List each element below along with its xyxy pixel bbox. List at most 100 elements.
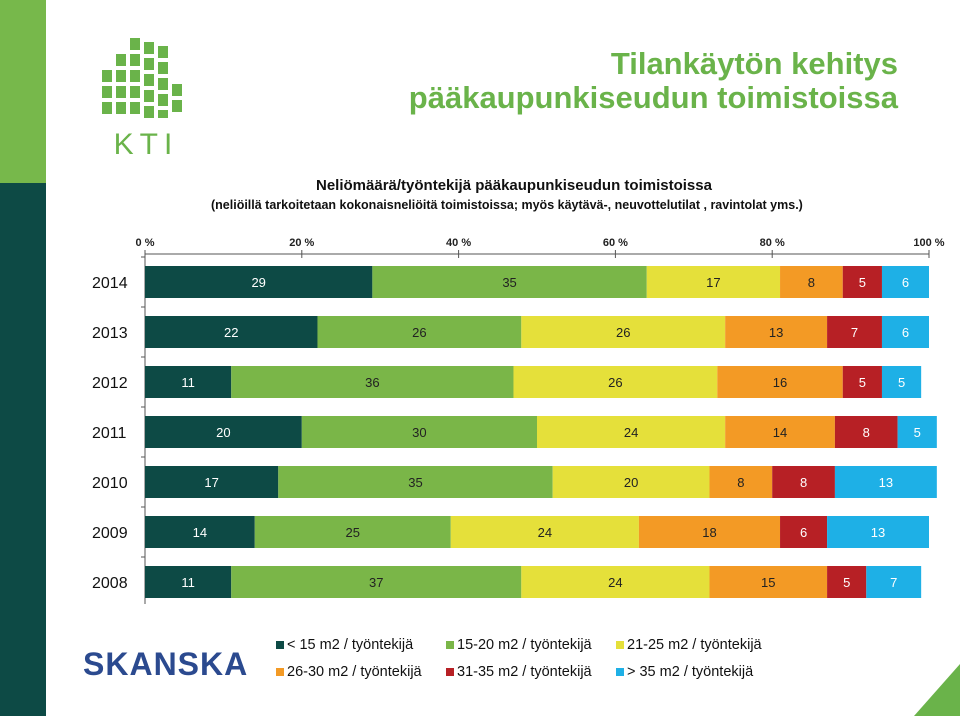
- x-tick-label: 80 %: [760, 237, 785, 249]
- data-label: 37: [369, 575, 383, 590]
- category-label: 2010: [92, 475, 128, 492]
- bar-segment: [145, 266, 373, 298]
- bar-segment: [145, 316, 318, 348]
- bar-segment: [317, 316, 522, 348]
- chart-subtitle: (neliöillä tarkoitetaan kokonaisneliöitä…: [211, 198, 803, 212]
- x-tick-label: 60 %: [603, 237, 628, 249]
- bar-segment: [231, 566, 522, 598]
- bar-segment: [145, 516, 255, 548]
- category-label: 2014: [92, 275, 128, 292]
- bar-segment: [521, 316, 726, 348]
- category-label: 2012: [92, 375, 128, 392]
- data-label: 13: [879, 475, 893, 490]
- data-label: 15: [761, 575, 775, 590]
- x-tick-label: 0 %: [136, 237, 155, 249]
- data-label: 24: [624, 425, 638, 440]
- data-label: 29: [251, 275, 265, 290]
- legend-label: < 15 m2 / työntekijä: [287, 637, 414, 653]
- bar-segment: [897, 416, 937, 448]
- data-label: 7: [851, 325, 858, 340]
- legend-label: 31-35 m2 / työntekijä: [457, 664, 593, 680]
- bar-segment: [827, 566, 867, 598]
- data-label: 5: [859, 375, 866, 390]
- bar-segment: [827, 516, 929, 548]
- legend-swatch: [616, 668, 624, 676]
- bar-segment: [145, 416, 302, 448]
- bar-segment: [145, 366, 232, 398]
- chart-title: Neliömäärä/työntekijä pääkaupunkiseudun …: [316, 177, 712, 194]
- x-tick-label: 100 %: [913, 237, 944, 249]
- bar-segment: [881, 316, 929, 348]
- category-label: 2013: [92, 325, 128, 342]
- data-label: 8: [737, 475, 744, 490]
- data-label: 11: [181, 375, 195, 390]
- legend-label: 26-30 m2 / työntekijä: [287, 664, 423, 680]
- bar-segment: [145, 566, 232, 598]
- bar-segment: [450, 516, 639, 548]
- x-tick-label: 20 %: [289, 237, 314, 249]
- legend-label: 21-25 m2 / työntekijä: [627, 637, 763, 653]
- bar-segment: [709, 566, 828, 598]
- bar-segment: [709, 466, 773, 498]
- kti-logo: KTI: [102, 38, 182, 159]
- legend-swatch: [276, 668, 284, 676]
- data-label: 14: [773, 425, 787, 440]
- bar-segment: [866, 566, 922, 598]
- category-label: 2011: [92, 425, 127, 442]
- left-stripe-dark: [0, 183, 46, 716]
- bar-segment: [145, 466, 279, 498]
- legend-label: > 35 m2 / työntekijä: [627, 664, 754, 680]
- data-label: 5: [898, 375, 905, 390]
- bar-segment: [552, 466, 710, 498]
- bar-segment: [646, 266, 781, 298]
- bar-segment: [842, 366, 882, 398]
- svg-text:KTI: KTI: [114, 128, 179, 159]
- legend-swatch: [446, 668, 454, 676]
- data-label: 13: [769, 325, 783, 340]
- data-label: 17: [706, 275, 720, 290]
- data-label: 26: [608, 375, 622, 390]
- data-label: 8: [808, 275, 815, 290]
- category-label: 2008: [92, 575, 128, 592]
- page-title-line1: Tilankäytön kehitys: [610, 46, 898, 81]
- bar-segment: [881, 266, 929, 298]
- data-label: 26: [412, 325, 426, 340]
- bar-segment: [372, 266, 647, 298]
- data-label: 36: [365, 375, 379, 390]
- data-label: 35: [408, 475, 422, 490]
- data-label: 30: [412, 425, 426, 440]
- bar-segment: [834, 416, 898, 448]
- data-label: 20: [216, 425, 230, 440]
- left-stripe-light: [0, 0, 46, 183]
- data-label: 17: [204, 475, 218, 490]
- legend-swatch: [446, 641, 454, 649]
- bar-segment: [638, 516, 781, 548]
- data-label: 13: [871, 525, 885, 540]
- bar-segment: [834, 466, 937, 498]
- data-label: 25: [346, 525, 360, 540]
- bar-segment: [301, 416, 537, 448]
- data-label: 14: [193, 525, 207, 540]
- bar-segment: [842, 266, 882, 298]
- data-label: 5: [859, 275, 866, 290]
- data-label: 35: [502, 275, 516, 290]
- bar-segment: [231, 366, 514, 398]
- bar-segment: [827, 316, 882, 348]
- corner-decoration: [914, 664, 960, 716]
- bar-segment: [725, 316, 828, 348]
- data-label: 26: [616, 325, 630, 340]
- bar-segment: [278, 466, 553, 498]
- bar-segment: [780, 266, 843, 298]
- data-label: 6: [902, 275, 909, 290]
- data-label: 20: [624, 475, 638, 490]
- legend-swatch: [276, 641, 284, 649]
- data-label: 24: [538, 525, 552, 540]
- skanska-logo: SKANSKA: [83, 646, 249, 682]
- data-label: 5: [843, 575, 850, 590]
- bar-segment: [780, 516, 828, 548]
- data-label: 16: [773, 375, 787, 390]
- data-label: 24: [608, 575, 622, 590]
- legend-label: 15-20 m2 / työntekijä: [457, 637, 593, 653]
- legend-swatch: [616, 641, 624, 649]
